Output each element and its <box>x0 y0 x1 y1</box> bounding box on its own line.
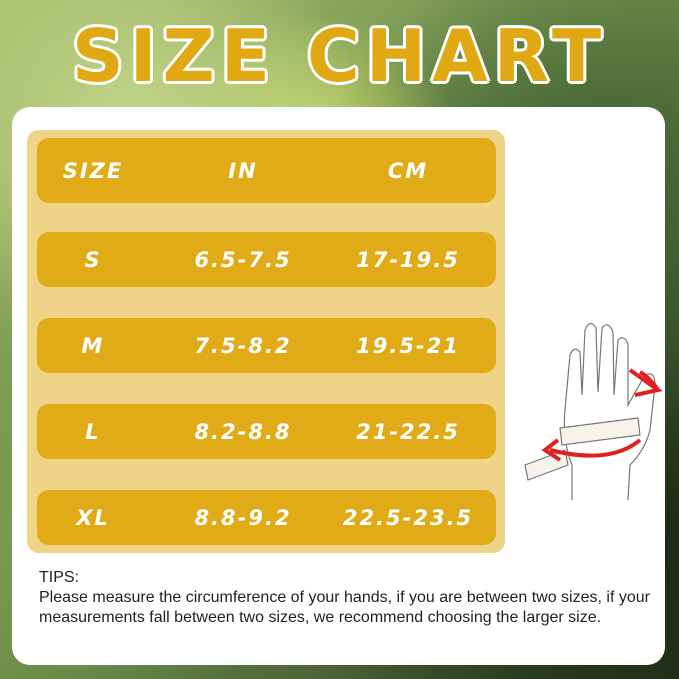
tips-section: TIPS: Please measure the circumference o… <box>39 568 659 628</box>
cell-size: L <box>85 419 101 444</box>
header-size: SIZE <box>62 158 124 183</box>
table-header-row: SIZE IN CM <box>37 138 496 203</box>
hand-measurement-icon <box>524 322 663 501</box>
table-row: M 7.5-8.2 19.5-21 <box>37 318 496 373</box>
page-title: SIZE CHART <box>71 14 608 98</box>
cell-in: 8.2-8.8 <box>194 419 292 444</box>
cell-cm: 21-22.5 <box>356 419 460 444</box>
cell-size: XL <box>76 505 110 530</box>
cell-in: 7.5-8.2 <box>194 333 292 358</box>
tips-label: TIPS: <box>39 569 80 586</box>
cell-size: M <box>81 333 105 358</box>
table-row: XL 8.8-9.2 22.5-23.5 <box>37 490 496 545</box>
header-in: IN <box>228 158 258 183</box>
cell-in: 6.5-7.5 <box>194 247 292 272</box>
cell-cm: 19.5-21 <box>356 333 460 358</box>
cell-cm: 22.5-23.5 <box>342 505 474 530</box>
header-cm: CM <box>387 158 429 183</box>
tips-text: Please measure the circumference of your… <box>39 589 650 626</box>
cell-cm: 17-19.5 <box>356 247 460 272</box>
table-row: S 6.5-7.5 17-19.5 <box>37 232 496 287</box>
cell-size: S <box>84 247 102 272</box>
table-row: L 8.2-8.8 21-22.5 <box>37 404 496 459</box>
cell-in: 8.8-9.2 <box>194 505 292 530</box>
